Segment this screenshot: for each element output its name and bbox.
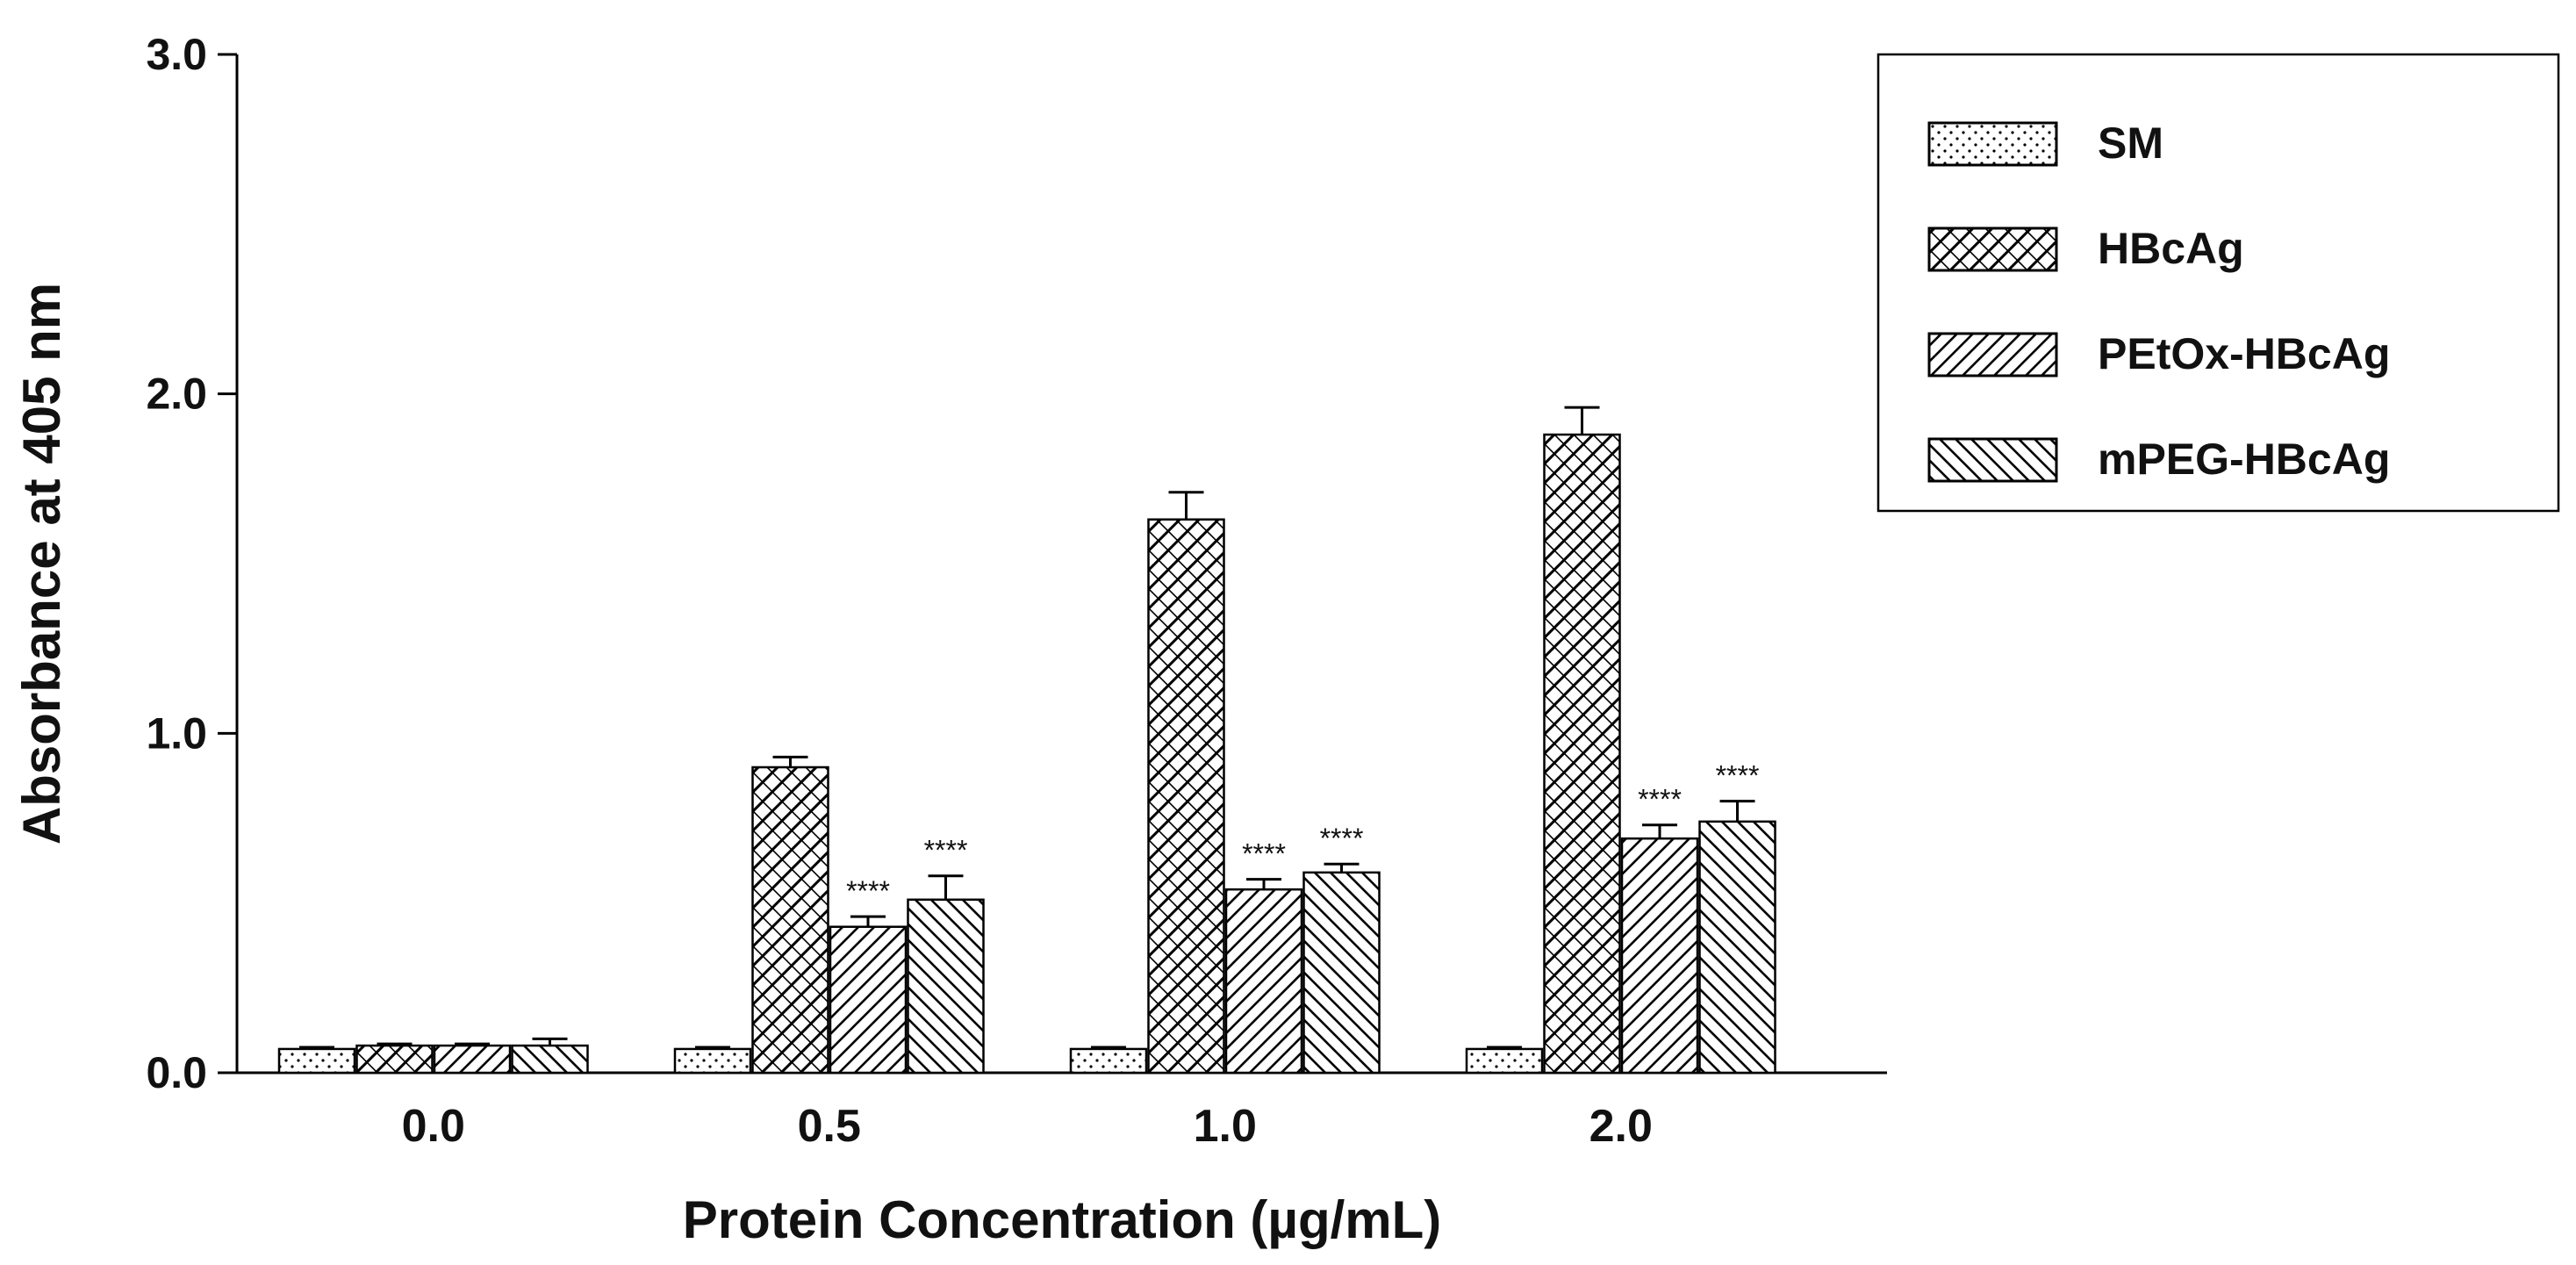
x-tick-label: 0.5 bbox=[798, 1101, 861, 1152]
x-tick-label: 1.0 bbox=[1194, 1101, 1257, 1152]
bar-hbcag bbox=[1543, 433, 1621, 1075]
bar-hbcag bbox=[751, 765, 829, 1075]
y-tick-label: 0.0 bbox=[146, 1048, 207, 1097]
x-ticks: 0.0 0.5 1.0 2.0 bbox=[402, 1101, 1653, 1152]
legend-items: SM HBcAg PEtOx-HBcAg mPEG-HBcAg bbox=[1927, 119, 2390, 484]
bar-sm bbox=[673, 1047, 752, 1075]
legend-swatch-mpeg-hbcag bbox=[1927, 437, 2058, 483]
significance-label: **** bbox=[924, 835, 968, 866]
bar-hbcag bbox=[1147, 518, 1225, 1075]
bar-mpeg-hbcag bbox=[907, 898, 985, 1075]
legend-swatch-hbcag bbox=[1927, 226, 2058, 272]
bar-petox-hbcag bbox=[433, 1044, 512, 1075]
x-tick-label: 2.0 bbox=[1589, 1101, 1653, 1152]
significance-label: **** bbox=[846, 875, 890, 907]
bar-sm bbox=[1465, 1047, 1544, 1075]
y-tick-label: 1.0 bbox=[146, 708, 207, 758]
bar-hbcag bbox=[355, 1044, 434, 1075]
bar-petox-hbcag bbox=[1224, 888, 1303, 1075]
bar-petox-hbcag bbox=[1620, 837, 1699, 1075]
significance-annotations: **** **** **** **** **** **** bbox=[846, 760, 1759, 907]
significance-label: **** bbox=[1716, 760, 1760, 792]
y-axis-label: Absorbance at 405 nm bbox=[12, 283, 71, 845]
bar-mpeg-hbcag bbox=[511, 1044, 589, 1075]
bar-sm bbox=[277, 1047, 356, 1075]
bar-petox-hbcag bbox=[829, 925, 908, 1075]
error-bars bbox=[299, 406, 1755, 1049]
x-axis-label: Protein Concentration (µg/mL) bbox=[683, 1190, 1442, 1249]
bars bbox=[277, 433, 1776, 1075]
legend-label: HBcAg bbox=[2098, 224, 2244, 273]
bar-mpeg-hbcag bbox=[1302, 871, 1381, 1075]
x-tick-label: 0.0 bbox=[402, 1101, 465, 1152]
legend-swatch-petox-hbcag bbox=[1927, 332, 2058, 377]
significance-label: **** bbox=[1320, 823, 1364, 854]
legend-label: mPEG-HBcAg bbox=[2098, 435, 2390, 484]
bar-mpeg-hbcag bbox=[1698, 820, 1776, 1075]
significance-label: **** bbox=[1638, 784, 1682, 816]
legend-swatch-sm bbox=[1927, 121, 2058, 167]
legend: SM HBcAg PEtOx-HBcAg mPEG-HBcAg bbox=[1876, 53, 2560, 513]
y-tick-label: 3.0 bbox=[146, 30, 207, 79]
y-tick-label: 2.0 bbox=[146, 370, 207, 419]
significance-label: **** bbox=[1242, 838, 1286, 870]
y-ticks: 0.0 1.0 2.0 3.0 bbox=[146, 30, 237, 1097]
bar-sm bbox=[1069, 1047, 1148, 1075]
legend-label: SM bbox=[2098, 119, 2163, 168]
legend-label: PEtOx-HBcAg bbox=[2098, 329, 2390, 378]
